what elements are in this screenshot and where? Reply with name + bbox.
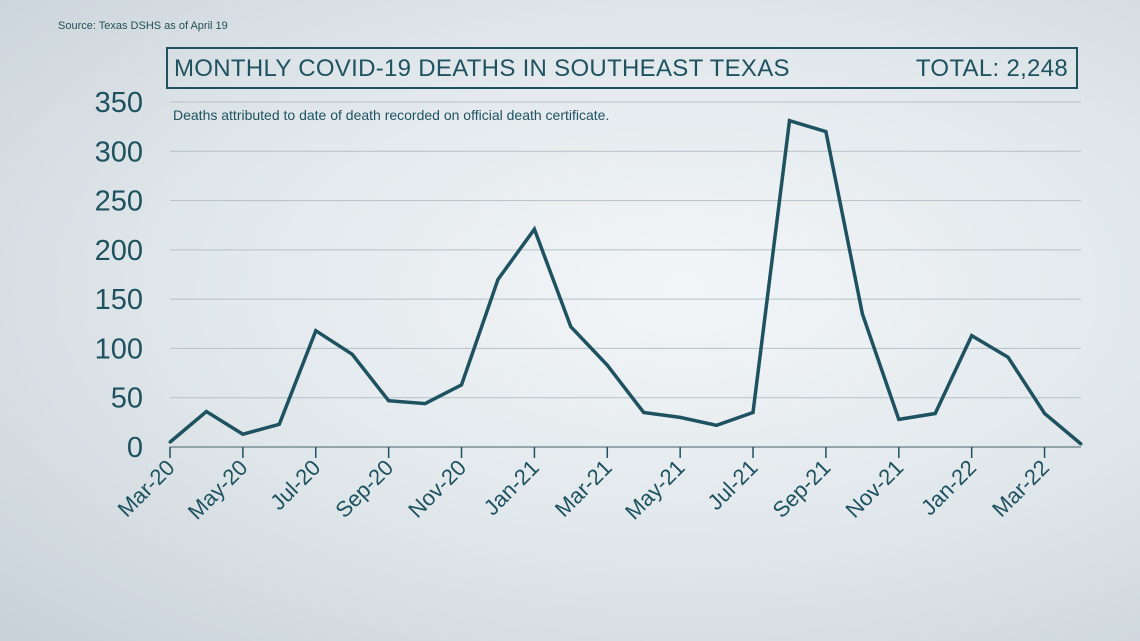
- data-point: [423, 402, 427, 406]
- x-tick-label: Nov-21: [841, 455, 909, 523]
- y-tick-label: 350: [95, 87, 143, 119]
- chart-title: MONTHLY COVID-19 DEATHS IN SOUTHEAST TEX…: [174, 55, 790, 82]
- y-tick-label: 250: [95, 186, 143, 218]
- data-point: [751, 411, 755, 414]
- data-point: [787, 119, 791, 123]
- y-tick-label: 150: [95, 284, 143, 316]
- data-point: [1079, 442, 1083, 446]
- x-tick-label: Mar-22: [987, 455, 1054, 522]
- data-point: [314, 329, 318, 333]
- x-tick-label: Nov-20: [403, 455, 471, 523]
- data-point: [168, 440, 172, 444]
- y-tick-label: 0: [127, 432, 143, 464]
- y-tick-label: 100: [95, 333, 143, 365]
- title-box: MONTHLY COVID-19 DEATHS IN SOUTHEAST TEX…: [166, 47, 1078, 89]
- x-tick-label: Sep-20: [330, 455, 398, 523]
- data-point: [204, 410, 208, 414]
- data-point: [1043, 411, 1047, 415]
- x-tick-label: Mar-20: [113, 455, 180, 522]
- data-point: [605, 363, 609, 367]
- series-line-monthly-deaths: [168, 118, 1083, 446]
- x-tick-label: Jan-21: [479, 455, 544, 520]
- x-tick-label: May-21: [620, 455, 690, 525]
- data-point: [496, 277, 500, 281]
- data-point: [678, 415, 682, 419]
- x-tick-label: Jan-22: [916, 455, 981, 520]
- data-point: [933, 411, 937, 415]
- x-tick-label: Jul-20: [265, 455, 325, 515]
- data-point: [715, 423, 719, 427]
- data-point: [860, 312, 864, 316]
- y-tick-label: 50: [111, 383, 143, 415]
- data-point: [350, 352, 354, 356]
- data-point: [532, 227, 536, 231]
- x-tick-label: Jul-21: [703, 455, 763, 515]
- total-count: TOTAL: 2,248: [915, 55, 1068, 82]
- data-point: [642, 411, 646, 414]
- data-point: [569, 325, 573, 329]
- data-point: [277, 422, 281, 426]
- data-point: [824, 130, 828, 134]
- data-point: [387, 399, 391, 403]
- data-point: [970, 334, 974, 338]
- data-point: [897, 417, 901, 421]
- y-tick-label: 300: [95, 136, 143, 168]
- x-tick-label: Mar-21: [550, 455, 617, 522]
- chart-subtitle: Deaths attributed to date of death recor…: [173, 107, 609, 123]
- x-tick-label: Sep-21: [768, 455, 836, 523]
- data-point: [1006, 355, 1010, 359]
- y-tick-label: 200: [95, 235, 143, 267]
- data-point: [460, 383, 464, 387]
- data-point: [241, 432, 245, 436]
- source-note: Source: Texas DSHS as of April 19: [58, 20, 228, 32]
- x-tick-label: May-20: [183, 455, 253, 525]
